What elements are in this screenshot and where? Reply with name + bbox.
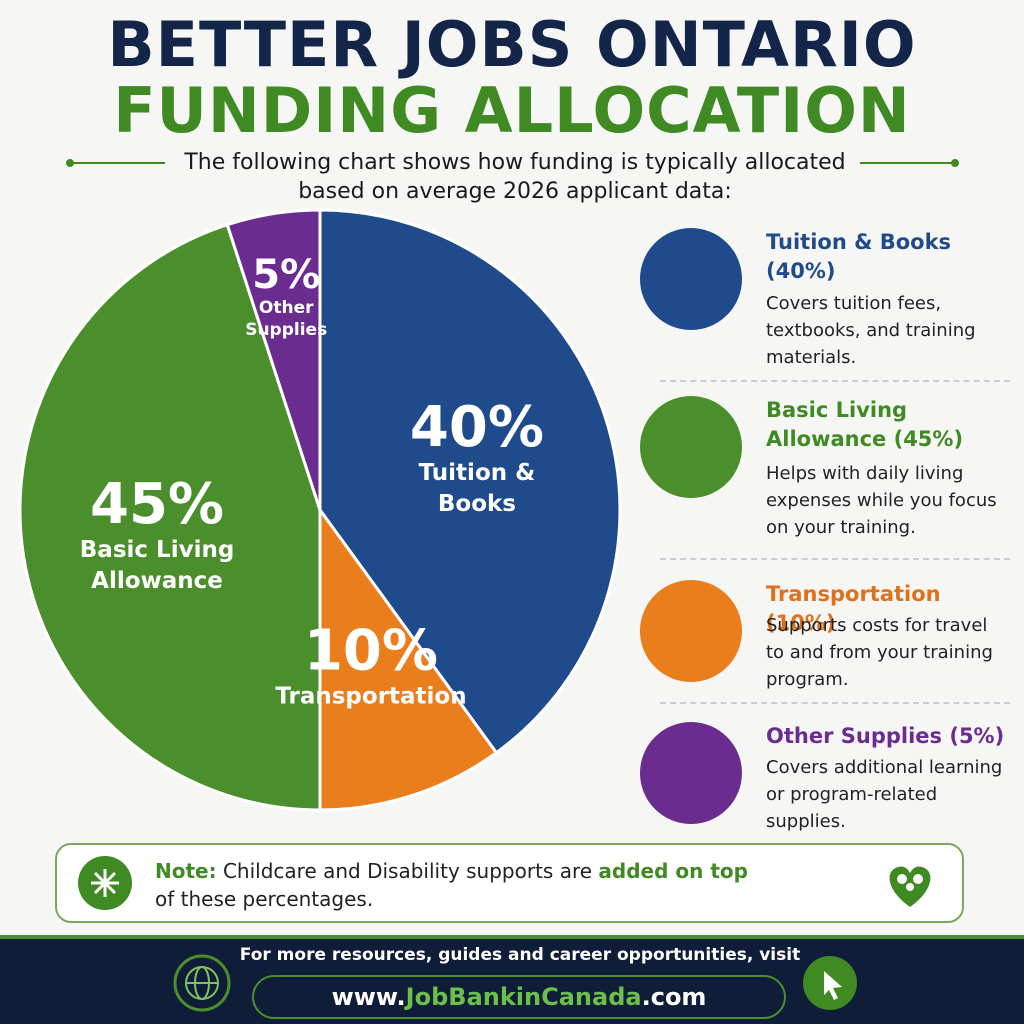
item-title: Basic Living Allowance (45%) — [766, 398, 964, 451]
pie-slice — [318, 208, 622, 755]
slice-label: 40% Tuition & Books — [377, 398, 577, 520]
slice-value: 5% — [252, 251, 321, 298]
slice-category: Other Supplies — [245, 297, 328, 340]
slice-category: Tuition & Books — [418, 460, 536, 517]
legend-item: Tuition & Books (40%) Covers tuition fee… — [640, 228, 1010, 378]
icon — [640, 396, 742, 498]
footer-text: For more resources, guides and career op… — [239, 945, 801, 965]
note-label: Note: — [155, 859, 217, 883]
pie-slice — [318, 505, 499, 812]
item-text: Covers additional learning or program-re… — [766, 757, 1003, 832]
globe-icon — [173, 954, 231, 1012]
note-icon — [78, 856, 132, 910]
note-text: Note: Childcare and Disability supports … — [155, 857, 855, 913]
footer: For more resources, guides and career op… — [0, 935, 1024, 1024]
item-title: Other Supplies (5%) — [766, 724, 1005, 748]
icon — [640, 580, 742, 682]
subtitle: The following chart shows how funding is… — [184, 150, 846, 204]
note-text2: of these percentages. — [155, 887, 374, 911]
note-text1: Childcare and Disability supports are — [222, 859, 593, 883]
pie-slice — [18, 222, 322, 812]
item-title: Tuition & Books (40%) — [766, 230, 952, 283]
item-title: Transportation (10%) — [766, 582, 941, 635]
slice-label: 45% Basic Living Allowance — [57, 471, 257, 597]
slice-category: Transportation — [275, 683, 467, 710]
slice-label: 5% Other Supplies — [231, 253, 341, 341]
cursor-icon — [803, 956, 857, 1010]
item-text: Covers tuition fees, textbooks, and trai… — [766, 293, 976, 368]
separator — [660, 558, 1010, 560]
separator — [660, 702, 1010, 704]
pie-chart — [18, 208, 622, 812]
item-text: Helps with daily living expenses while y… — [766, 463, 997, 538]
title-line1: BETTER JOBS ONTARIO — [107, 8, 917, 81]
title-line2: FUNDING ALLOCATION — [113, 74, 911, 147]
slice-value: 10% — [303, 618, 438, 684]
icon — [640, 722, 742, 824]
pie-slice — [225, 208, 322, 511]
icon — [640, 228, 742, 330]
url-prefix: www. — [331, 983, 406, 1011]
slice-value: 45% — [90, 471, 225, 537]
legend-item: Other Supplies (5%) Covers additional le… — [640, 722, 1010, 872]
note-box: Note: Childcare and Disability supports … — [55, 843, 964, 923]
note-highlight: added on top — [598, 859, 748, 883]
slice-label: 10% Transportation — [271, 621, 471, 712]
item-text: Supports costs for travel to and from yo… — [766, 615, 993, 690]
footer-url[interactable]: www.JobBankinCanada.com — [252, 975, 786, 1019]
url-suffix: .com — [641, 983, 707, 1011]
title-rules — [66, 159, 959, 167]
legend-item: Basic Living Allowance (45%) Helps with … — [640, 396, 1010, 546]
slice-category: Basic Living Allowance — [79, 536, 235, 594]
slice-value: 40% — [409, 395, 544, 460]
url-name: JobBankinCanada — [405, 983, 642, 1011]
family-icon — [889, 866, 931, 907]
separator — [660, 380, 1010, 382]
legend-item: Transportation (10%) Supports costs for … — [640, 580, 1010, 730]
